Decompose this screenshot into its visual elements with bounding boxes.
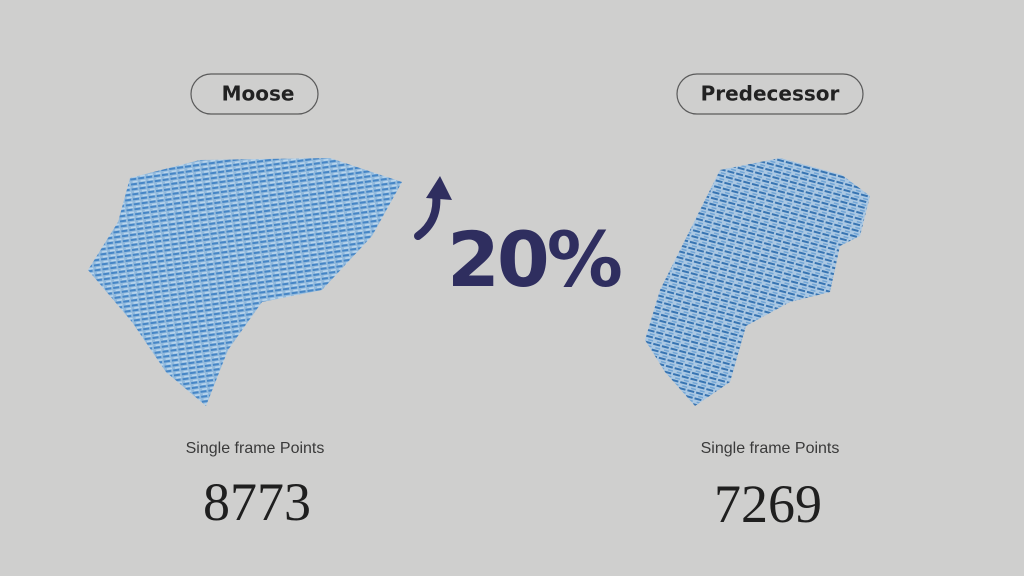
label-pill [676,73,864,115]
caption: Single frame Points [186,440,325,457]
increase: 20% [447,215,621,304]
label-pill [190,73,319,115]
model-label: Moose [222,82,295,106]
arrow-head [426,176,452,200]
point-cloud [88,158,402,406]
caption: Single frame Points [701,440,840,457]
left-panel: Moose Single frame Points 8773 [88,73,402,532]
point-cloud [645,158,870,406]
arrow-shaft [414,190,441,240]
center-panel: 20% [414,176,624,304]
right-panel: Predecessor Single frame Points 7269 [645,73,870,534]
model-label: Predecessor [701,82,840,106]
point-count: 7269 [714,474,822,534]
point-count: 8773 [203,472,311,532]
